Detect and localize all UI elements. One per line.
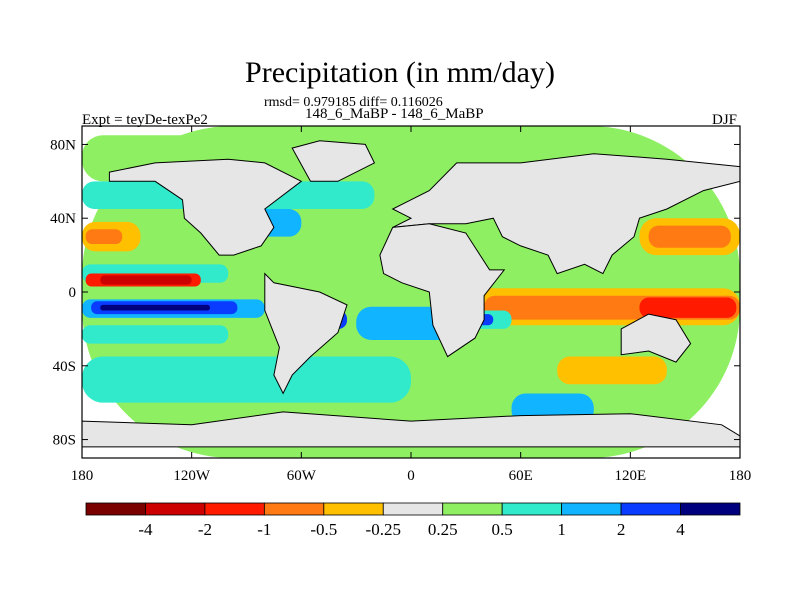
colorbar-swatch-4: [323, 502, 384, 516]
field-region-21: [557, 356, 667, 385]
colorbar-label-4: -0.25: [366, 520, 401, 539]
colorbar-label-1: -2: [198, 520, 212, 539]
x-tick-label-5: 120E: [614, 468, 646, 484]
colorbar-label-0: -4: [138, 520, 153, 539]
colorbar-swatch-0: [85, 502, 146, 516]
colorbar-label-5: 0.25: [428, 520, 458, 539]
land-outline-4: [379, 223, 506, 358]
colorbar-label-8: 2: [617, 520, 626, 539]
colorbar-label-6: 0.5: [492, 520, 513, 539]
season-label: DJF: [712, 112, 738, 128]
experiment-label: Expt = teyDe-texPe2: [82, 112, 208, 128]
field-region-3: [82, 325, 229, 344]
colorbar-swatch-2: [204, 502, 265, 516]
y-tick-label-2: 0: [69, 285, 77, 301]
field-region-10: [100, 304, 210, 311]
colorbar: -4 -2 -1 -0.5 -0.25 0.25 0.5 1 2 4: [85, 502, 741, 539]
y-tick-label-4: 80S: [53, 433, 76, 449]
field-region-20: [648, 225, 731, 248]
axes-layer: 180 120W 60W 0 60E 120E 180 80N 40N 0 40S 80S: [50, 126, 751, 484]
chart-subtitle: 148_6_MaBP - 148_6_MaBP: [305, 106, 484, 122]
colorbar-label-2: -1: [257, 520, 271, 539]
y-tick-label-0: 80N: [50, 137, 76, 153]
y-tick-label-1: 40N: [50, 211, 76, 227]
colorbar-swatch-8: [561, 502, 622, 516]
land-outline-5: [620, 313, 692, 363]
land-outline-layer: [82, 140, 740, 448]
land-outline-0: [108, 158, 303, 256]
x-tick-label-1: 120W: [173, 468, 211, 484]
x-tick-label-4: 60E: [509, 468, 533, 484]
x-tick-label-0: 180: [71, 468, 94, 484]
colorbar-swatch-7: [501, 502, 563, 516]
colorbar-label-9: 4: [676, 520, 685, 539]
field-region-5: [85, 229, 123, 245]
colorbar-swatch-10: [680, 502, 741, 516]
colorbar-label-3: -0.5: [310, 520, 337, 539]
x-tick-label-6: 180: [729, 468, 752, 484]
land-outline-6: [82, 411, 740, 448]
colorbar-swatch-3: [263, 502, 325, 516]
field-region-16: [639, 297, 737, 318]
stats-line: rmsd= 0.979185 diff= 0.116026: [264, 95, 443, 110]
land-outline-2: [291, 140, 376, 182]
colorbar-swatch-6: [442, 502, 503, 516]
colorbar-swatch-5: [382, 502, 444, 516]
land-outline-3: [391, 153, 740, 275]
land-outline-1: [264, 272, 348, 395]
field-region-7: [100, 275, 192, 285]
colorbar-label-7: 1: [557, 520, 566, 539]
colorbar-swatch-9: [620, 502, 681, 516]
y-tick-label-3: 40S: [53, 359, 76, 375]
field-region-23: [82, 356, 411, 403]
x-tick-label-3: 0: [407, 468, 415, 484]
x-tick-label-2: 60W: [287, 468, 317, 484]
chart-title: Precipitation (in mm/day): [245, 56, 555, 89]
colorbar-swatch-1: [145, 502, 206, 516]
